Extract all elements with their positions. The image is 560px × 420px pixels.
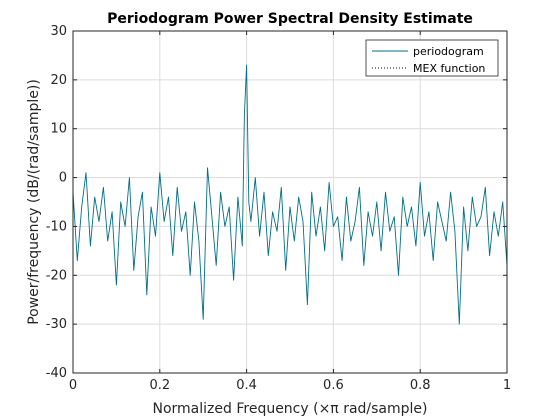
x-axis-label: Normalized Frequency (×π rad/sample) <box>153 401 428 417</box>
y-tick-label: -10 <box>46 219 67 234</box>
series-layer <box>72 64 508 325</box>
y-tick-label: 10 <box>50 122 67 137</box>
ticks: 0 0.2 0.4 0.6 0.8 1 -40 -30 -20 -10 0 10 20 30 <box>46 24 511 393</box>
x-tick-label: 0.8 <box>410 378 431 393</box>
x-tick-label: 0.6 <box>323 378 344 393</box>
legend: periodogram MEX function <box>365 39 499 77</box>
y-tick-label: -20 <box>46 268 67 283</box>
y-tick-label: 30 <box>50 24 67 39</box>
y-tick-label: 0 <box>59 171 67 186</box>
legend-box <box>365 39 499 77</box>
y-tick-label: 20 <box>50 73 67 88</box>
y-tick-label: -30 <box>46 317 67 332</box>
y-tick-label: -40 <box>46 366 67 381</box>
x-tick-label: 0.4 <box>236 378 257 393</box>
x-tick-label: 1 <box>503 378 511 393</box>
x-tick-label: 0 <box>69 378 77 393</box>
legend-label-periodogram: periodogram <box>413 45 484 58</box>
legend-label-mex: MEX function <box>413 62 485 75</box>
series-line-periodogram <box>72 64 508 325</box>
chart-title: Periodogram Power Spectral Density Estim… <box>107 11 473 27</box>
axes-box <box>72 30 508 374</box>
y-axis-label: Power/frequency (dB/(rad/sample)) <box>26 79 42 325</box>
x-tick-label: 0.2 <box>149 378 170 393</box>
